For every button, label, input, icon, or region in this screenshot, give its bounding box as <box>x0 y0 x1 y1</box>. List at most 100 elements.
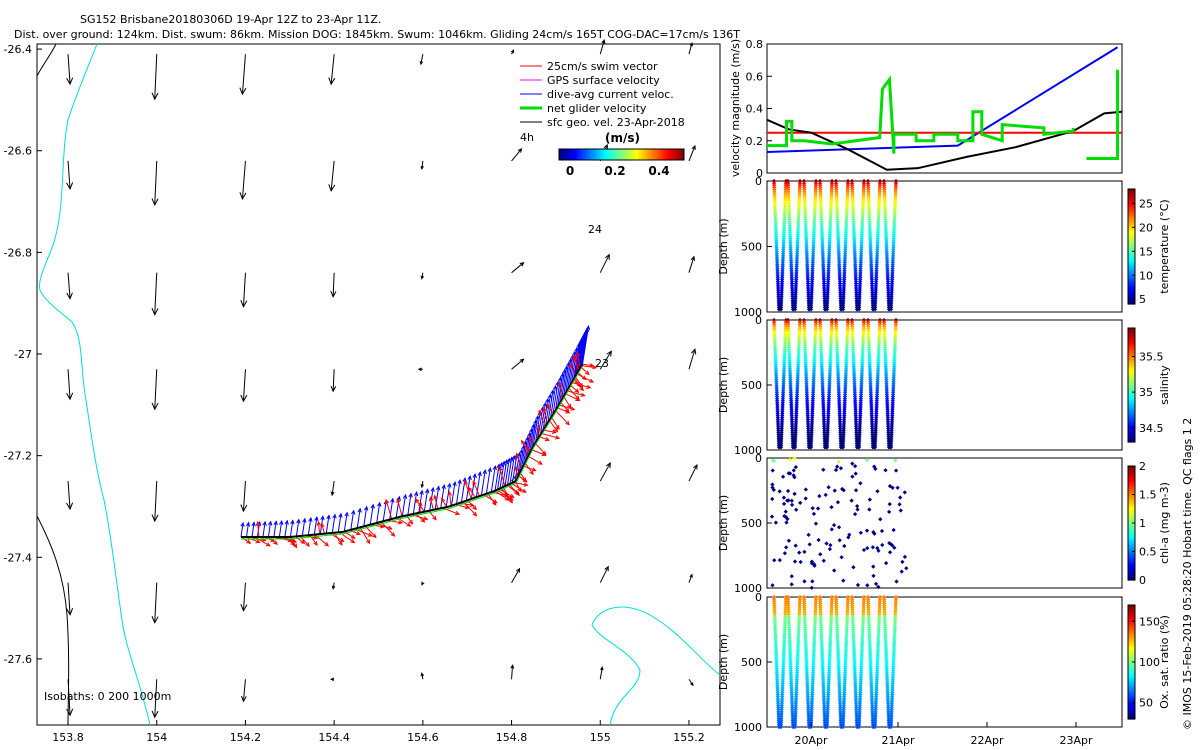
colorbar-swatch <box>570 149 572 160</box>
colorbar-swatch <box>575 149 577 160</box>
colorbar-swatch <box>1128 523 1135 526</box>
data-point <box>858 481 863 486</box>
geostrophic-arrow-head <box>604 565 609 572</box>
geostrophic-arrow-head <box>689 573 693 578</box>
colorbar-swatch <box>1128 505 1135 509</box>
current-vector <box>512 454 518 483</box>
geostrophic-arrow <box>154 679 158 718</box>
colorbar-swatch <box>1128 345 1135 348</box>
velocity-y-tick-label: 0.8 <box>746 38 764 51</box>
current-vector <box>376 502 381 524</box>
colorbar-swatch <box>1128 477 1135 480</box>
colorbar-swatch <box>673 149 675 160</box>
colorbar-label: salinity <box>1158 365 1171 405</box>
colorbar-tick-label: 150 <box>1139 615 1160 628</box>
swim-vector-head <box>305 542 310 547</box>
colorbar-swatch <box>1128 379 1135 382</box>
geostrophic-arrow <box>242 369 246 402</box>
data-point <box>785 488 791 494</box>
velocity-y-tick-label: 0.4 <box>746 103 764 116</box>
current-vector-head <box>441 483 446 490</box>
colorbar-swatch <box>682 149 684 160</box>
swim-vector <box>415 498 425 512</box>
colorbar-swatch <box>1128 428 1135 432</box>
velocity-ylabel: velocity magnitude (m/s) <box>729 39 742 177</box>
data-point <box>835 464 840 469</box>
colorbar-swatch <box>1128 467 1135 471</box>
current-vector-head <box>424 488 430 494</box>
current-vector-head <box>547 393 553 399</box>
map-x-tick-label: 154.8 <box>496 731 528 744</box>
current-vector-head <box>472 473 477 479</box>
swim-vector <box>538 410 546 428</box>
data-point <box>880 542 885 548</box>
velocity-line <box>766 46 1119 154</box>
colorbar-swatch <box>599 149 601 160</box>
geostrophic-arrow-head <box>66 392 74 401</box>
swim-vector <box>541 432 560 439</box>
current-vector <box>570 347 578 384</box>
colorbar-swatch <box>631 149 633 160</box>
data-point <box>893 468 899 473</box>
data-point <box>789 502 795 507</box>
colorbar-swatch <box>1128 242 1135 246</box>
current-vector-head <box>402 493 408 499</box>
current-vector <box>581 328 588 366</box>
swim-vector <box>380 521 395 537</box>
colorbar-swatch <box>1128 296 1135 299</box>
data-point <box>821 558 826 563</box>
depth-ylabel: Depth (m) <box>717 218 730 274</box>
colorbar-swatch <box>622 149 624 160</box>
colorbar-swatch <box>573 149 575 160</box>
swim-vector-head <box>521 488 527 493</box>
data-point <box>815 506 821 511</box>
colorbar-swatch <box>1128 492 1135 496</box>
current-vector-head <box>506 457 511 463</box>
colorbar-swatch <box>1128 238 1135 242</box>
swim-vector-head <box>520 439 526 445</box>
current-vector <box>574 341 581 378</box>
colorbar-swatch <box>566 149 568 160</box>
data-point <box>872 531 877 536</box>
current-vector <box>494 464 500 491</box>
colorbar-label: chl-a (mg m-3) <box>1158 482 1171 564</box>
swim-vector-head <box>544 437 550 442</box>
data-point <box>793 465 798 470</box>
colorbar-swatch <box>664 149 666 160</box>
colorbar-swatch <box>1128 204 1135 207</box>
colorbar-swatch <box>1128 337 1135 340</box>
map-y-tick-label: -27.4 <box>4 551 32 564</box>
colorbar-swatch <box>1128 208 1135 211</box>
current-vector-head <box>290 519 295 525</box>
current-vector-head <box>487 467 492 473</box>
data-point <box>821 467 826 472</box>
geostrophic-arrow-head <box>330 290 337 298</box>
colorbar-swatch <box>1128 502 1135 505</box>
geostrophic-arrow <box>242 582 246 611</box>
colorbar-swatch <box>662 149 664 160</box>
swim-vector-head <box>408 519 414 525</box>
velocity-y-ticks: 0 0.2 0.4 0.6 0.8 <box>746 38 772 180</box>
colorbar-tick-label: 5 <box>1139 293 1146 306</box>
data-point <box>792 491 797 496</box>
colorbar-swatch <box>1128 576 1135 579</box>
colorbar-swatch <box>643 149 645 160</box>
data-point <box>806 532 811 537</box>
current-vector <box>566 355 574 391</box>
swim-vector-head <box>292 543 298 549</box>
current-vector <box>582 326 590 365</box>
data-point <box>871 564 876 569</box>
swim-vector <box>534 442 547 455</box>
colorbar-swatch <box>561 149 563 160</box>
colorbar-swatch <box>1128 235 1135 238</box>
data-point <box>900 559 905 564</box>
data-point <box>854 504 860 509</box>
data-point <box>811 511 817 517</box>
geostrophic-arrow-head <box>510 49 515 54</box>
colorbar-swatch <box>1128 284 1135 288</box>
current-vector-head <box>585 325 591 331</box>
data-point <box>828 543 833 548</box>
data-point <box>777 489 782 494</box>
colorbar-tick-label: 0 <box>1139 574 1146 587</box>
current-vector <box>504 458 510 487</box>
